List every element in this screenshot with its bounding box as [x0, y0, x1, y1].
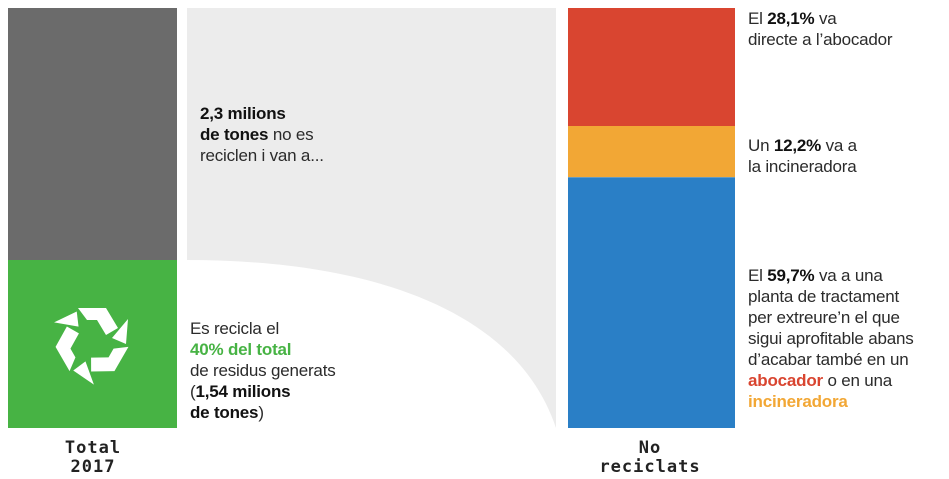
- annotation-recycled: Es recicla el 40% del total de residus g…: [190, 318, 336, 423]
- annotation-incinerator: Un 12,2% va a la incineradora: [748, 135, 857, 177]
- bar-label-total-line1: Total: [64, 438, 122, 458]
- not-recycled-unit: de tones: [200, 125, 269, 144]
- treatment-percent: 59,7%: [767, 266, 815, 285]
- annotation-not-recycled: 2,3 milions de tones no es reciclen i va…: [200, 103, 324, 166]
- landfill-post: va: [814, 9, 837, 28]
- treatment-line5: d’acabar també en un: [748, 350, 909, 369]
- treatment-post: va a una: [814, 266, 883, 285]
- bar-total-recycled-segment: [8, 260, 177, 428]
- treatment-word-incineradora: incineradora: [748, 392, 848, 411]
- recycled-line3: de residus generats: [190, 361, 336, 380]
- treatment-line6-mid: o en una: [822, 371, 893, 390]
- treatment-pre: El: [748, 266, 768, 285]
- not-recycled-rest2: reciclen i van a...: [200, 146, 324, 165]
- annotation-treatment: El 59,7% va a una planta de tractament p…: [748, 265, 914, 412]
- not-recycled-rest1: no es: [268, 125, 314, 144]
- landfill-percent: 28,1%: [767, 9, 815, 28]
- landfill-pre: El: [748, 9, 768, 28]
- treatment-line4: sigui aprofitable abans: [748, 329, 914, 348]
- recycled-paren-close: ): [258, 403, 264, 422]
- incinerator-percent: 12,2%: [773, 136, 822, 155]
- bar-incinerator-segment: [568, 126, 735, 178]
- recycled-line1: Es recicla el: [190, 319, 280, 338]
- flow-band: [187, 8, 556, 428]
- not-recycled-amount: 2,3 milions: [200, 104, 286, 123]
- bar-landfill-segment: [568, 8, 735, 126]
- treatment-word-abocador: abocador: [748, 371, 823, 390]
- bar-total-non-recycled-segment: [8, 8, 177, 260]
- bar-label-total-line2: 2017: [70, 457, 116, 477]
- recycled-percent: 40% del total: [190, 340, 292, 359]
- incinerator-post: va a: [821, 136, 858, 155]
- annotation-landfill: El 28,1% va directe a l’abocador: [748, 8, 893, 50]
- recycled-paren-open: (: [190, 382, 196, 401]
- recycled-unit: de tones: [190, 403, 259, 422]
- treatment-line2: planta de tractament: [748, 287, 899, 306]
- bar-treatment-segment: [568, 177, 735, 428]
- bar-label-no-line1: No: [638, 438, 662, 458]
- recycle-icon: [54, 308, 129, 385]
- recycled-amount: 1,54 milions: [195, 382, 291, 401]
- incinerator-line2: la incineradora: [748, 157, 857, 176]
- incinerator-pre: Un: [748, 136, 774, 155]
- bar-label-no-reciclats: No reciclats: [575, 439, 725, 477]
- bar-label-no-line2: reciclats: [599, 457, 701, 477]
- treatment-line3: per extreure’n el que: [748, 308, 900, 327]
- landfill-line2: directe a l’abocador: [748, 30, 893, 49]
- bar-label-total: Total 2017: [28, 439, 158, 477]
